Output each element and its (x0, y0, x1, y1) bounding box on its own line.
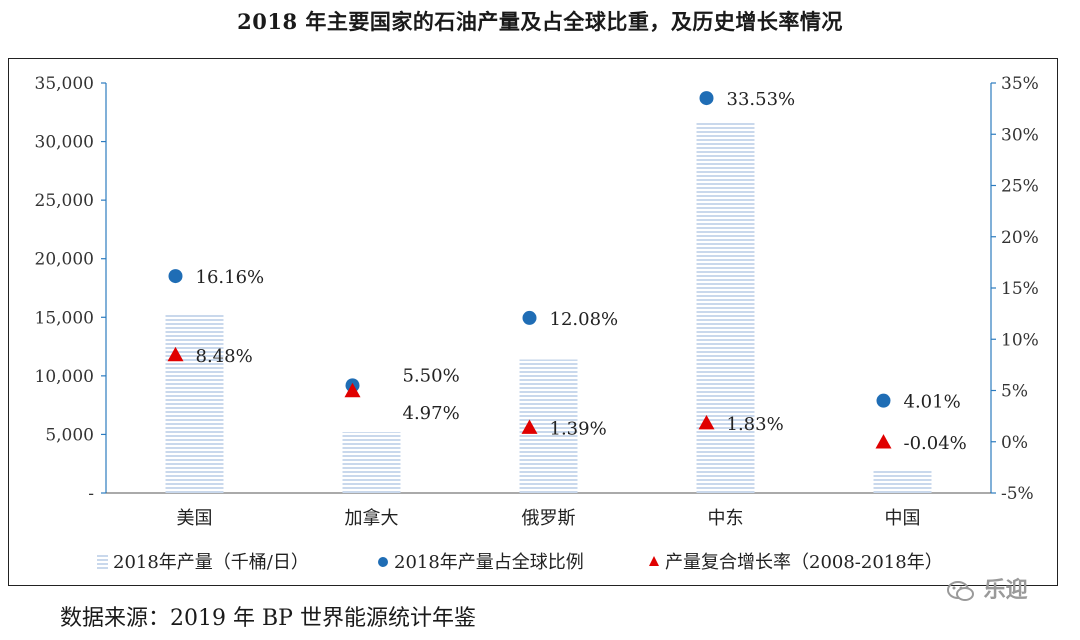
legend-triangle-swatch (649, 556, 659, 566)
growth-triangle (521, 419, 538, 434)
bar (165, 313, 224, 493)
y-left-tick-label: 15,000 (35, 308, 94, 328)
combo-chart: - 5,000 10,000 15,000 20,000 25,000 30,000 35,0… (35, 74, 1039, 573)
x-tick-label: 中东 (708, 508, 744, 529)
growth-data-label: 1.83% (727, 414, 784, 435)
chart-title: 2018 年主要国家的石油产量及占全球比重，及历史增长率情况 (237, 9, 843, 34)
share-data-label: 5.50% (403, 365, 460, 386)
share-data-label: 33.53% (727, 89, 796, 110)
y-left-tick-label: 10,000 (35, 367, 94, 387)
x-tick-label: 中国 (885, 508, 921, 529)
y-right-tick-label: 10% (1001, 330, 1039, 350)
growth-data-label: 1.39% (550, 419, 607, 440)
share-dot (699, 91, 714, 106)
x-tick-label: 俄罗斯 (522, 508, 576, 529)
source-note: 数据来源：2019 年 BP 世界能源统计年鉴 (60, 606, 476, 631)
growth-triangle (698, 414, 715, 430)
share-dot (876, 393, 891, 408)
growth-triangle (344, 382, 361, 398)
share-data-label: 12.08% (550, 309, 619, 330)
legend-bar-label: 2018年产量（千桶/日） (113, 552, 309, 573)
y-right-tick-label: 20% (1001, 228, 1039, 248)
bar (342, 432, 401, 493)
x-tick-label: 美国 (177, 508, 213, 529)
y-left-tick-label: 25,000 (35, 191, 94, 211)
share-dot (522, 310, 537, 325)
y-right-tick-label: 5% (1001, 382, 1028, 402)
legend-dot-swatch (378, 557, 388, 567)
bar (696, 121, 755, 494)
y-right-tick-label: 35% (1001, 74, 1039, 94)
growth-triangle (875, 434, 892, 449)
share-dot (168, 269, 183, 284)
growth-triangle (167, 346, 184, 362)
growth-data-label: 8.48% (196, 346, 253, 367)
y-left-tick-label: 5,000 (45, 425, 94, 445)
legend-bar-swatch (97, 555, 108, 569)
watermark: 乐迎 (946, 572, 1028, 604)
y-left-tick-label: 20,000 (35, 250, 94, 270)
share-data-label: 16.16% (196, 267, 265, 288)
y-left-tick-label: - (88, 484, 94, 504)
share-data-label: 4.01% (904, 392, 961, 413)
chart-frame: - 5,000 10,000 15,000 20,000 25,000 30,000 35,0… (8, 58, 1058, 586)
y-right-tick-label: 30% (1001, 125, 1039, 145)
legend-triangle-label: 产量复合增长率（2008-2018年） (665, 552, 943, 573)
y-right-tick-label: 15% (1001, 279, 1039, 299)
y-left-tick-label: 30,000 (35, 133, 94, 153)
x-tick-label: 加拿大 (345, 507, 399, 529)
y-left-tick-label: 35,000 (35, 74, 94, 94)
wechat-icon (946, 579, 976, 603)
y-right-tick-label: 0% (1001, 433, 1028, 453)
growth-data-label: 4.97% (403, 403, 460, 424)
bar (873, 470, 932, 493)
y-right-tick-label: 25% (1001, 177, 1039, 197)
legend-dot-label: 2018年产量占全球比例 (394, 552, 584, 573)
y-right-tick-label: -5% (1001, 484, 1034, 504)
growth-data-label: -0.04% (904, 433, 967, 454)
watermark-text: 乐迎 (983, 578, 1028, 603)
